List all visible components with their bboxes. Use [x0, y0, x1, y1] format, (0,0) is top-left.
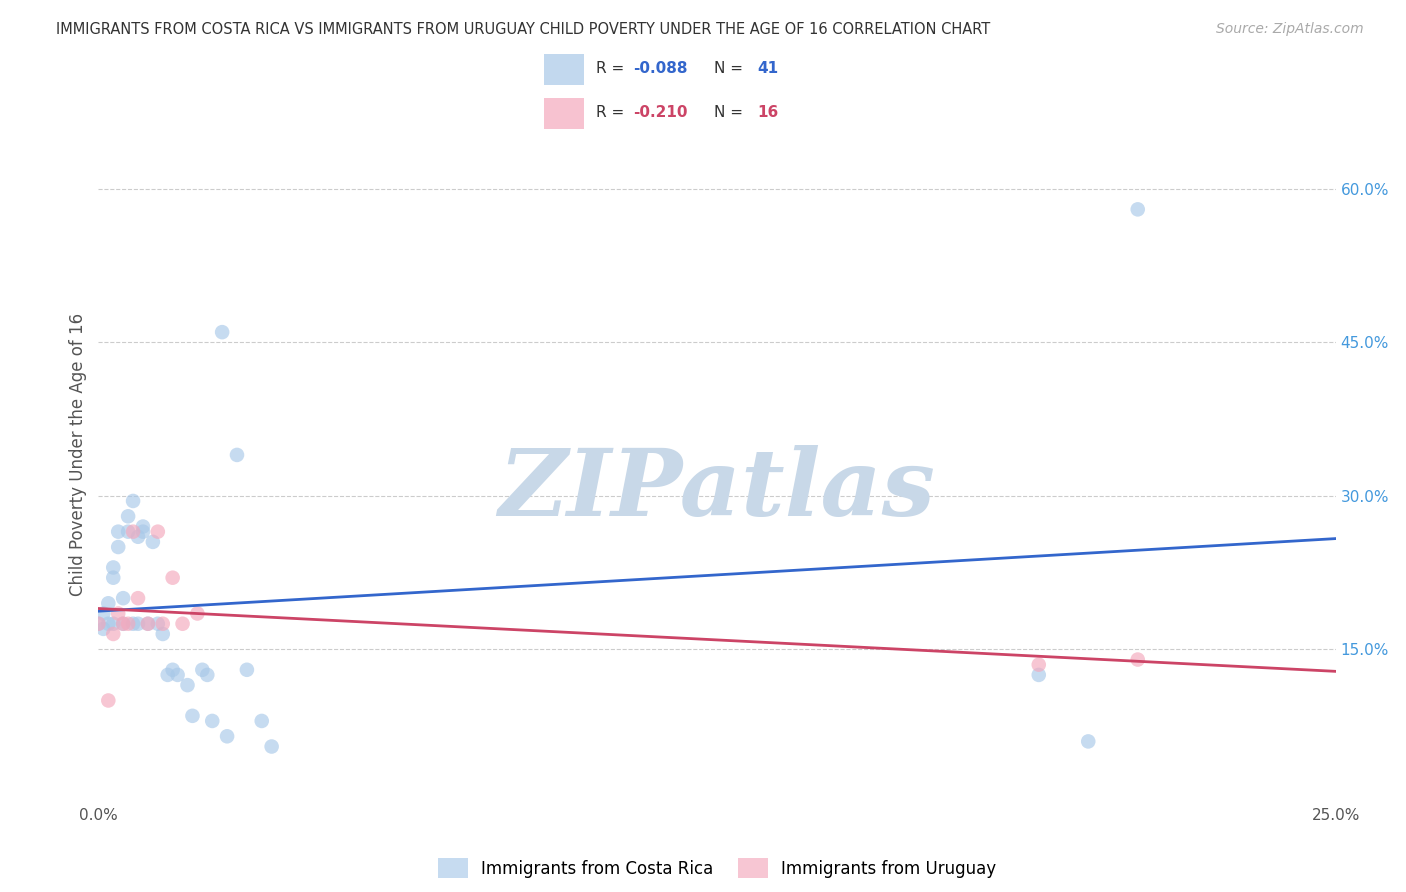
Point	[162, 571, 184, 585]
Bar	[544, 54, 583, 85]
Bar	[544, 98, 583, 129]
Point	[186, 607, 208, 621]
Point	[112, 591, 135, 606]
Text: ZIPatlas: ZIPatlas	[499, 445, 935, 534]
Point	[260, 739, 283, 754]
Text: 41: 41	[756, 62, 778, 77]
Text: N =: N =	[714, 105, 748, 120]
Point	[93, 607, 115, 621]
Point	[1028, 668, 1050, 682]
Point	[142, 535, 165, 549]
Point	[1126, 202, 1149, 217]
Text: -0.088: -0.088	[633, 62, 688, 77]
Point	[191, 663, 214, 677]
Text: Source: ZipAtlas.com: Source: ZipAtlas.com	[1216, 22, 1364, 37]
Point	[226, 448, 249, 462]
Point	[122, 616, 145, 631]
Point	[127, 616, 149, 631]
Point	[117, 616, 139, 631]
Point	[107, 540, 129, 554]
Point	[127, 591, 149, 606]
Point	[103, 627, 125, 641]
Point	[250, 714, 273, 728]
Point	[181, 708, 204, 723]
Text: IMMIGRANTS FROM COSTA RICA VS IMMIGRANTS FROM URUGUAY CHILD POVERTY UNDER THE AG: IMMIGRANTS FROM COSTA RICA VS IMMIGRANTS…	[56, 22, 990, 37]
Point	[107, 607, 129, 621]
Point	[93, 622, 115, 636]
Point	[1028, 657, 1050, 672]
Text: R =: R =	[596, 62, 630, 77]
Point	[146, 616, 169, 631]
Point	[103, 571, 125, 585]
Point	[103, 616, 125, 631]
Text: R =: R =	[596, 105, 630, 120]
Point	[132, 519, 155, 533]
Point	[1126, 652, 1149, 666]
Point	[117, 524, 139, 539]
Point	[87, 616, 110, 631]
Point	[132, 524, 155, 539]
Point	[162, 663, 184, 677]
Point	[103, 560, 125, 574]
Point	[201, 714, 224, 728]
Point	[195, 668, 218, 682]
Point	[152, 616, 174, 631]
Text: N =: N =	[714, 62, 748, 77]
Point	[112, 616, 135, 631]
Point	[136, 616, 159, 631]
Point	[152, 627, 174, 641]
Point	[97, 693, 120, 707]
Point	[166, 668, 188, 682]
Point	[122, 494, 145, 508]
Point	[172, 616, 194, 631]
Point	[176, 678, 198, 692]
Point	[146, 524, 169, 539]
Point	[112, 616, 135, 631]
Point	[97, 596, 120, 610]
Y-axis label: Child Poverty Under the Age of 16: Child Poverty Under the Age of 16	[69, 313, 87, 597]
Legend: Immigrants from Costa Rica, Immigrants from Uruguay: Immigrants from Costa Rica, Immigrants f…	[430, 851, 1004, 885]
Text: 16: 16	[756, 105, 779, 120]
Point	[156, 668, 179, 682]
Point	[87, 616, 110, 631]
Point	[97, 616, 120, 631]
Point	[236, 663, 259, 677]
Text: -0.210: -0.210	[633, 105, 688, 120]
Point	[117, 509, 139, 524]
Point	[122, 524, 145, 539]
Point	[217, 729, 239, 743]
Point	[107, 524, 129, 539]
Point	[136, 616, 159, 631]
Point	[1077, 734, 1099, 748]
Point	[127, 530, 149, 544]
Point	[211, 325, 233, 339]
